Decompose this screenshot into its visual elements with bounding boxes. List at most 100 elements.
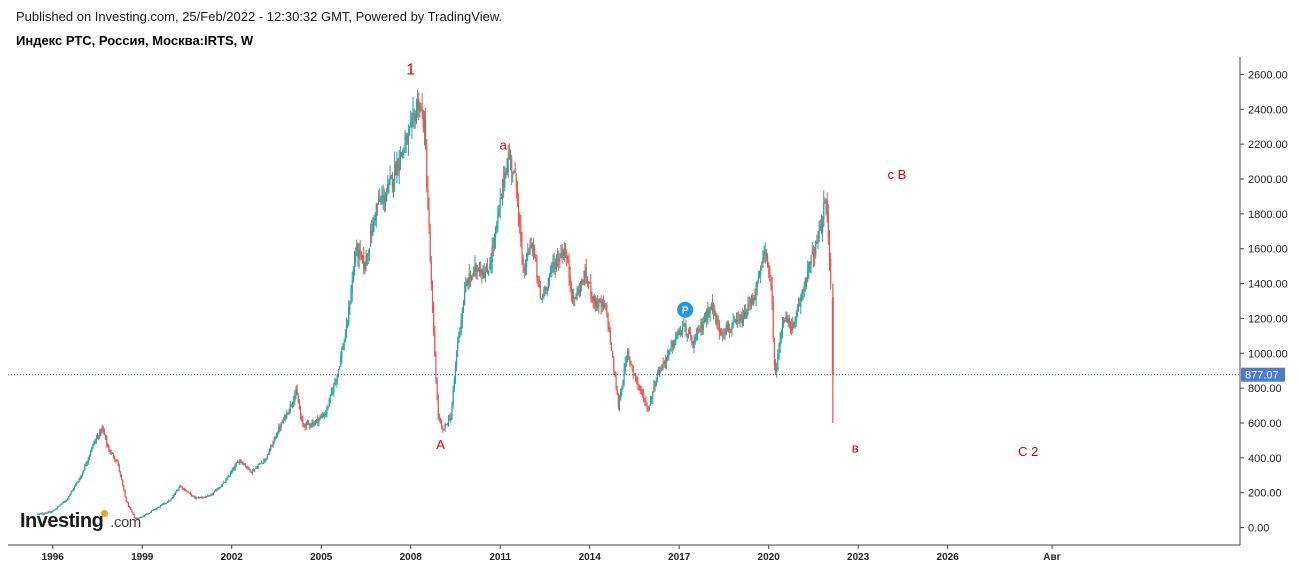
candle-body xyxy=(612,351,614,358)
candle-body xyxy=(114,457,116,460)
candle-body xyxy=(273,437,275,442)
candle-body xyxy=(416,100,419,111)
candle-body xyxy=(430,262,432,285)
candle-body xyxy=(589,282,591,284)
candle-body xyxy=(636,376,638,382)
candle-body xyxy=(172,495,174,498)
candle-body xyxy=(344,336,346,341)
candle-body xyxy=(249,468,251,472)
candle-body xyxy=(699,330,701,333)
candle-body xyxy=(709,308,711,314)
candle-body xyxy=(202,497,204,499)
candle-body xyxy=(488,271,490,275)
candle-body xyxy=(447,418,450,424)
candle-body xyxy=(478,269,481,273)
candle-body xyxy=(638,384,640,387)
candle-body xyxy=(600,300,602,307)
candle-body xyxy=(451,405,453,416)
candle-body xyxy=(268,450,271,454)
candle-body xyxy=(279,427,281,429)
candle-body xyxy=(450,415,452,421)
candle-body xyxy=(491,246,493,263)
candle-body xyxy=(174,492,177,495)
event-marker-icon[interactable] xyxy=(677,301,694,318)
candle-body xyxy=(407,132,410,142)
candle-body xyxy=(340,356,342,366)
candle-body xyxy=(827,210,829,239)
candle-body xyxy=(351,279,353,294)
y-tick-label: 1200.00 xyxy=(1248,313,1288,325)
candle-body xyxy=(267,453,270,455)
candle-body xyxy=(594,295,597,306)
candle-body xyxy=(807,270,809,282)
candle-body xyxy=(55,508,57,510)
candle-body xyxy=(764,251,766,254)
candle-body xyxy=(238,462,240,464)
candle-body xyxy=(719,331,722,334)
candle-body xyxy=(294,395,296,402)
candle-body xyxy=(435,356,437,381)
candle-body xyxy=(458,331,460,344)
candle-body xyxy=(163,503,165,505)
candle-body xyxy=(566,251,568,262)
candle-body xyxy=(521,242,523,256)
candle-body xyxy=(614,371,616,377)
candle-body xyxy=(119,471,122,476)
candle-body xyxy=(281,422,283,424)
candle-body xyxy=(190,493,193,496)
x-tick-label: 1999 xyxy=(131,552,154,563)
candle-body xyxy=(57,506,60,508)
candle-body xyxy=(151,509,154,511)
candle-body xyxy=(425,120,427,150)
candle-body xyxy=(170,499,172,501)
candle-body xyxy=(101,427,103,432)
candle-body xyxy=(102,426,104,431)
candle-body xyxy=(665,357,668,364)
candle-body xyxy=(382,195,384,198)
candle-body xyxy=(558,257,560,262)
candle-body xyxy=(72,488,74,491)
candle-body xyxy=(799,304,801,307)
wave-label: а xyxy=(500,137,508,152)
candle-body xyxy=(147,513,149,515)
candle-body xyxy=(547,277,549,288)
y-tick-label: 200.00 xyxy=(1248,488,1282,500)
candle-body xyxy=(348,306,350,324)
candle-body xyxy=(548,275,551,279)
candle-body xyxy=(111,452,114,454)
candle-body xyxy=(489,264,491,270)
candle-body xyxy=(825,201,827,203)
candle-body xyxy=(255,467,257,469)
candle-body xyxy=(452,389,454,405)
candle-body xyxy=(735,320,738,323)
candle-body xyxy=(334,381,336,384)
candle-body xyxy=(755,288,757,301)
candle-body xyxy=(590,282,592,296)
candle-body xyxy=(125,496,127,502)
candle-body xyxy=(207,495,209,497)
candle-body xyxy=(464,291,466,306)
candle-body xyxy=(741,315,743,325)
candle-body xyxy=(620,392,622,401)
candle-body xyxy=(573,295,575,299)
candle-body xyxy=(677,330,679,335)
candle-body xyxy=(161,504,163,506)
candle-body xyxy=(298,403,301,410)
candle-body xyxy=(71,490,73,492)
candle-body xyxy=(221,483,224,486)
x-tick-label: 2011 xyxy=(489,552,511,563)
candle-body xyxy=(595,300,598,306)
candle-body xyxy=(338,366,341,370)
candle-body xyxy=(115,459,117,461)
candle-body xyxy=(421,109,423,114)
candle-body xyxy=(196,497,198,499)
candle-body xyxy=(761,266,763,268)
candle-body xyxy=(402,151,404,156)
crash-candle-body xyxy=(831,297,834,375)
candle-body xyxy=(538,279,540,288)
candle-body xyxy=(118,464,120,472)
y-tick-label: 2400.00 xyxy=(1248,104,1288,116)
candle-body xyxy=(76,482,78,485)
candle-body xyxy=(599,298,601,302)
